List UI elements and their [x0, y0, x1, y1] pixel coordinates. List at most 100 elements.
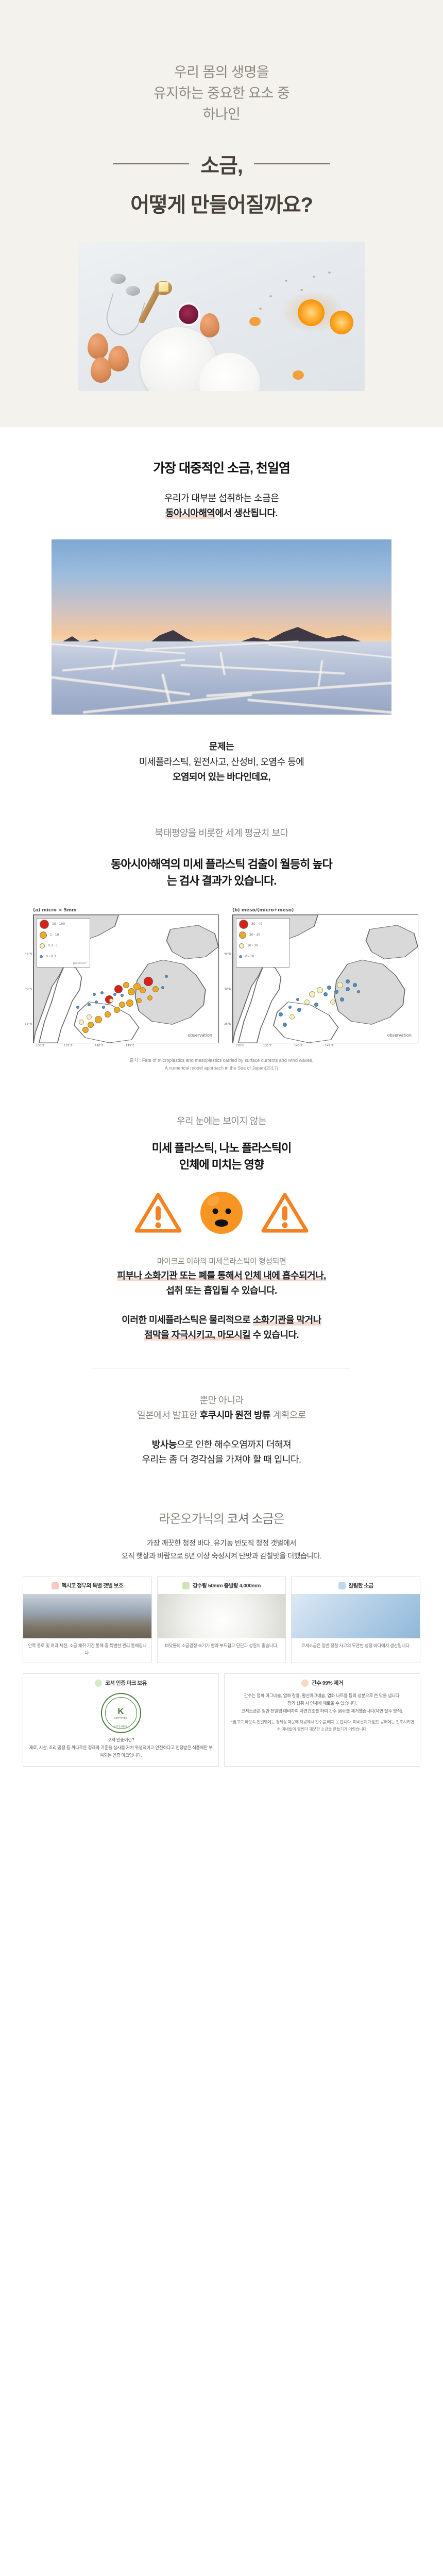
data-bubble [113, 1006, 120, 1013]
data-bubble [279, 1012, 283, 1017]
data-bubble [143, 976, 153, 986]
data-bubble [323, 992, 328, 996]
health-p1-line-1: 피부나 소화기관 또는 폐를 통해서 인체 내에 흡수되거나, [117, 1270, 326, 1281]
apricot-1 [249, 317, 261, 327]
feature-card-clean-salt[interactable]: 칼림한 소금 코셔소금은 일반 정찰 사고의 무관한 청정 바다에서 생산됩니다… [291, 1577, 421, 1664]
feature-card-title: 칼림한 소금 [348, 1583, 374, 1589]
east-asia-highlight: 동아시아해역 [165, 508, 215, 519]
map-panel-b-label: (b) meso/(micro+meso) [232, 908, 294, 913]
problem-line-2: 미세플라스틱, 원전사고, 산성비, 오염수 등에 [139, 756, 304, 767]
x-tick: 130°E [235, 1044, 244, 1048]
data-bubble [337, 982, 344, 989]
kosher-seal-inner: K CERTIFIED [105, 1697, 137, 1730]
feature-card-head: 칼림한 소금 [292, 1577, 420, 1594]
legend-dot-30-40 [239, 919, 248, 929]
feature-card-mudflat[interactable]: 멕시코 정부의 특별 갯벌 보호 안쪽 통로 및 여과 체전, 소금 채취 기간… [23, 1577, 152, 1664]
legend-dot-20-30 [239, 931, 246, 939]
health-p2-line-1-hl: 소화기관을 막거나 [252, 1315, 321, 1326]
hero-lead-line-3: 하나인 [202, 107, 241, 123]
fukushima-line-2-rest: 으로 인한 해수오염까지 더해져 [176, 1439, 292, 1450]
kosher-seal: K CERTIFIED KOSHER [100, 1693, 141, 1734]
y-tick: 35°N [25, 1023, 32, 1026]
data-bubble [121, 994, 124, 997]
data-bubble [339, 997, 344, 1002]
fukushima-line-1-b: 후쿠시마 원전 방류 [199, 1410, 271, 1420]
data-bubble [330, 999, 335, 1005]
map-panel-a-plot: 10 - 100 1 - 10 0.3 - 1 0 - 0.3 [33, 914, 219, 1044]
data-bubble [297, 1007, 302, 1012]
data-bubble [87, 1003, 91, 1006]
kosher-seal-sub: CERTIFIED [114, 1717, 128, 1720]
research-headline-line-1: 동아시아해역의 미세 플라스틱 검출이 월등히 높다 [111, 858, 333, 871]
brand-title-c: 은 [273, 1512, 285, 1527]
feature-card-caption: 바닷물의 소금결정 숙기가 빨라 부드럽고 단단과 성질이 좋습니다. [165, 1643, 278, 1649]
health-p2-line-1-a: 이러한 미세플라스틱은 물리적으로 [122, 1315, 253, 1326]
feature-card-evaporation[interactable]: 강수량 50mm 증발량 4,000mm 바닷물의 소금결정 숙기가 빨라 부드… [157, 1577, 286, 1664]
brine-body-line-3: 코셔소금은 일반 천일염 대비하여 자연건조를 하여 간수 99%를 제거했습니… [241, 1708, 403, 1714]
legend-dot-10-20 [239, 943, 244, 948]
data-bubble [345, 979, 350, 984]
fukushima-line-1-a: 일본에서 발표한 [137, 1410, 200, 1420]
y-tick: 40°N [25, 988, 32, 991]
orange-slice-2 [330, 311, 353, 335]
x-tick: 130°E [36, 1044, 45, 1048]
microplastic-figure: (a) micro < 5mm 10 - 100 [21, 903, 422, 1050]
feature-card-caption: 안쪽 통로 및 여과 체전, 소금 채취 기간 통해 중 특별한 관리 통해집니… [28, 1643, 147, 1655]
egg-3 [108, 346, 129, 372]
data-bubble [76, 1005, 80, 1009]
sky [52, 539, 391, 641]
legend-dot-1-10 [40, 931, 47, 939]
health-p2-line-2-hl: 점막을 자극시키고, 마모시킬 [144, 1330, 251, 1341]
hero-lead-line-2: 유지하는 중요한 요소 중 [153, 86, 290, 101]
figure-source: 출처 : Fate of microplastics and mesoplast… [21, 1049, 422, 1073]
solar-salt-line-1: 우리가 대부분 섭취하는 소금은 [164, 493, 279, 504]
legend-item: 0 - 0.3 [37, 951, 90, 962]
brand-title: 라온오가닉의 코셔 소금은 [15, 1509, 428, 1527]
egg-4 [200, 313, 219, 338]
legend-label: 10 - 20 [247, 944, 259, 948]
data-bubble [94, 1016, 102, 1024]
infographic-page: 우리 몸의 생명을 유지하는 중요한 요소 중 하나인 소금, 어떻게 만들어질… [0, 0, 443, 1767]
solar-salt-body: 우리가 대부분 섭취하는 소금은 동아시아해역에서 생산됩니다. [21, 491, 422, 521]
map-panel-a-legend: 10 - 100 1 - 10 0.3 - 1 0 - 0.3 [37, 918, 90, 968]
whisk-icon [102, 293, 145, 340]
legend-label: 10 - 100 [52, 922, 65, 926]
data-bubble [123, 982, 129, 989]
health-p1-line-2: 섭취 또는 흡입될 수 있습니다. [166, 1285, 277, 1296]
legend-label: 1 - 10 [50, 933, 59, 937]
crumb [300, 289, 303, 292]
data-bubble [119, 1001, 126, 1008]
data-bubble [139, 987, 146, 994]
data-bubble [100, 991, 104, 995]
data-bubble [126, 999, 133, 1007]
brine-body-line-1: 간수는 염화 마그네슘, 염화 칼륨, 황산마그네슘, 염화 나트륨 등의 성분… [244, 1693, 401, 1699]
legend-dot-03-1 [40, 943, 45, 948]
pollution-problem-body: 문제는 미세플라스틱, 원전사고, 산성비, 오염수 등에 오염되어 있는 바다… [21, 739, 422, 784]
data-bubble [316, 987, 323, 994]
research-section: 북태평양을 비롯한 세계 평균치 보다 동아시아해역의 미세 플라스틱 검출이 … [0, 826, 443, 888]
data-bubble [289, 1014, 295, 1020]
egg-2 [91, 357, 111, 383]
brine-card-title: 간수 99% 제거 [312, 1680, 344, 1687]
data-bubble [128, 988, 135, 995]
hero-section: 우리 몸의 생명을 유지하는 중요한 요소 중 하나인 소금, 어떻게 만들어질… [0, 0, 443, 428]
solar-salt-line-2-rest: 에서 생산됩니다. [215, 508, 278, 519]
health-title-line-2: 인체에 미치는 영향 [179, 1158, 264, 1171]
kosher-seal-letter: K [117, 1706, 124, 1717]
legend-item: 10 - 100 [37, 919, 90, 929]
y-tick: 45°N [224, 953, 231, 956]
y-tick: 45°N [25, 953, 32, 956]
shield-icon [301, 1679, 309, 1687]
ocean-map-photo [292, 1594, 420, 1639]
data-bubble [109, 998, 113, 1003]
brand-sub-line-1: 가장 깨끗한 청정 바다, 유기농 빈도직 청정 갯벌에서 [147, 1539, 296, 1548]
brand-title-a: 라온오가닉의 [159, 1512, 227, 1527]
warning-icon-row [21, 1191, 422, 1235]
measuring-spoon-1 [110, 274, 126, 284]
brine-removal-card[interactable]: 간수 99% 제거 간수는 염화 마그네슘, 염화 칼륨, 황산마그네슘, 염화… [224, 1673, 420, 1767]
health-effect-section: 우리 눈에는 보이지 않는 미세 플라스틱, 나노 플라스틱이 인체에 미치는 … [0, 1114, 443, 1343]
data-bubble [113, 992, 116, 996]
health-p2-line-2-b: 수 있습니다. [250, 1330, 299, 1341]
data-bubble [304, 999, 310, 1005]
kosher-certification-card[interactable]: 코셔 인증 마크 보유 K CERTIFIED KOSHER 코셔 인증이란? … [23, 1673, 219, 1767]
